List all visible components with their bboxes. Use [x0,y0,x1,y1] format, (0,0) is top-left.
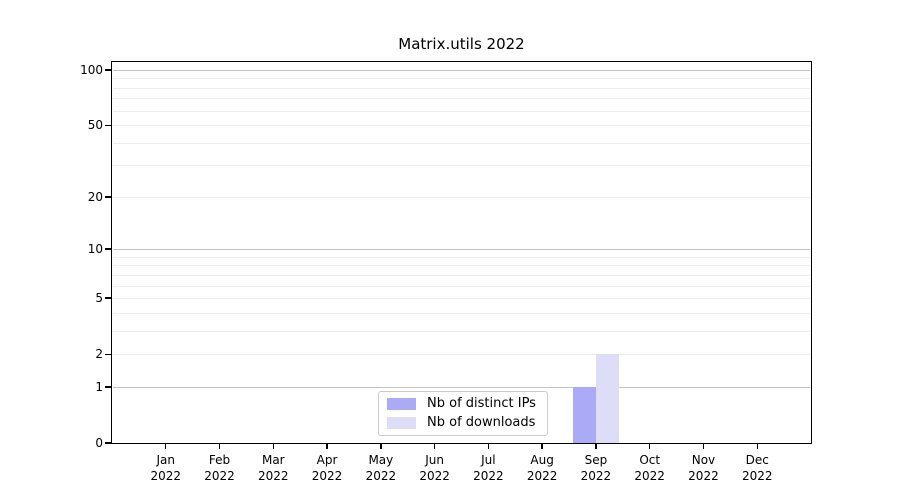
x-tick-label: Aug 2022 [526,453,558,483]
legend-entry: Nb of downloads [386,415,540,431]
y-tick-label: 0 [95,436,103,450]
x-tick-label: Jan 2022 [150,453,182,483]
gridline-minor [113,142,810,144]
x-tick-mark [433,443,436,449]
x-tick-mark [380,443,382,449]
x-tick-label: Dec 2022 [741,453,773,483]
y-tick-label: 1 [95,379,103,394]
gridline-minor [113,110,810,112]
x-tick-mark [326,443,328,449]
gridline-minor [113,354,810,356]
y-tick-mark [105,297,112,299]
gridline-minor [113,298,810,300]
legend-label: Nb of distinct IPs [427,396,536,412]
bar-nb-of-downloads-sep-2022 [595,354,619,443]
y-tick-label: 10 [87,242,103,257]
x-tick-label: Feb 2022 [204,453,235,483]
gridline-minor [113,312,810,314]
x-tick-label: May 2022 [365,453,397,483]
legend-label: Nb of downloads [427,414,536,430]
x-tick-label: Apr 2022 [311,453,343,483]
y-tick-label: 5 [95,291,103,306]
y-tick-label: 2 [95,347,103,362]
x-tick-label: Mar 2022 [258,453,289,483]
y-tick-label: 50 [87,118,103,133]
x-tick-mark [487,443,490,449]
gridline-major [113,70,810,71]
y-tick-mark [105,353,112,355]
gridline-minor [113,265,810,267]
chart-title: Matrix.utils 2022 [398,35,525,53]
gridline-minor [113,330,810,332]
y-tick-label: 100 [80,63,103,77]
legend: Nb of distinct IPs Nb of downloads [378,391,548,436]
legend-swatch-icon [387,398,416,411]
x-tick-mark [218,443,221,449]
y-tick-mark [105,442,112,444]
x-tick-label: Sep 2022 [580,453,612,483]
y-tick-mark [105,248,112,250]
y-tick-mark [105,386,112,388]
x-tick-label: Jul 2022 [473,453,504,483]
y-tick-label: 20 [87,189,103,204]
x-tick-mark [541,443,543,449]
gridline-major [113,249,810,251]
gridline-minor [113,274,810,276]
legend-swatch-icon [387,416,416,429]
x-tick-mark [272,443,274,449]
gridline-minor [113,78,810,80]
gridline-minor [113,256,810,258]
gridline-minor [113,87,810,89]
x-tick-mark [756,443,758,449]
gridline-minor [113,125,810,127]
y-tick-mark [105,69,112,71]
y-tick-mark [105,196,112,198]
x-tick-label: Oct 2022 [634,453,665,483]
x-tick-label: Nov 2022 [688,453,719,483]
legend-entry: Nb of distinct IPs [386,396,540,412]
x-tick-mark [648,443,651,449]
gridline-minor [113,98,810,100]
gridline-major [113,386,810,388]
x-tick-mark [702,443,705,449]
gridline-minor [113,196,810,198]
gridline-minor [113,165,810,167]
gridline-minor [113,285,810,287]
x-tick-mark [595,443,597,449]
bar-nb-of-distinct-ips-sep-2022 [572,386,596,443]
x-tick-mark [165,443,167,449]
y-tick-mark [105,124,112,126]
x-tick-label: Jun 2022 [419,453,450,483]
